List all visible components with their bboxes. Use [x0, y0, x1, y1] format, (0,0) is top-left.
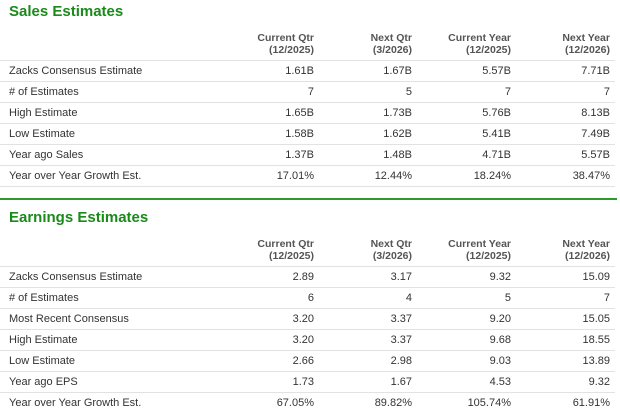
cell-value: 7 [504, 86, 511, 98]
row-divider [0, 144, 615, 145]
cell-value: 7 [603, 292, 610, 304]
cell-value: 4 [405, 292, 412, 304]
cell-value: 1.65B [285, 107, 314, 119]
cell-value: 9.32 [588, 376, 610, 388]
cell-value: 5 [405, 86, 412, 98]
section-title: Earnings Estimates [9, 209, 149, 226]
column-name: Current Year [448, 238, 511, 250]
cell-value: 1.67 [390, 376, 412, 388]
column-period: (3/2026) [372, 250, 412, 262]
cell-value: 1.58B [285, 128, 314, 140]
row-label: # of Estimates [9, 86, 79, 98]
column-name: Current Qtr [257, 32, 314, 44]
row-divider [0, 60, 615, 61]
cell-value: 2.98 [390, 355, 412, 367]
column-period: (12/2025) [466, 250, 511, 262]
cell-value: 15.05 [582, 313, 610, 325]
cell-value: 2.89 [292, 271, 314, 283]
cell-value: 105.74% [467, 397, 511, 409]
cell-value: 4.71B [482, 149, 511, 161]
row-label: Low Estimate [9, 128, 76, 140]
row-label: High Estimate [9, 334, 78, 346]
cell-value: 7 [603, 86, 610, 98]
cell-value: 1.37B [285, 149, 314, 161]
row-label: # of Estimates [9, 292, 79, 304]
cell-value: 38.47% [572, 170, 610, 182]
cell-value: 5 [504, 292, 511, 304]
row-divider [0, 123, 615, 124]
column-name: Next Year [562, 238, 610, 250]
row-label: Year ago EPS [9, 376, 78, 388]
cell-value: 18.55 [582, 334, 610, 346]
column-name: Next Qtr [370, 238, 412, 250]
cell-value: 17.01% [276, 170, 314, 182]
cell-value: 1.73 [292, 376, 314, 388]
cell-value: 7.71B [581, 65, 610, 77]
section-divider [0, 198, 617, 200]
column-period: (12/2026) [565, 44, 610, 56]
cell-value: 1.61B [285, 65, 314, 77]
cell-value: 15.09 [582, 271, 610, 283]
cell-value: 5.76B [482, 107, 511, 119]
section-title: Sales Estimates [9, 3, 124, 20]
column-name: Next Year [562, 32, 610, 44]
cell-value: 1.67B [383, 65, 412, 77]
cell-value: 12.44% [374, 170, 412, 182]
column-period: (12/2026) [565, 250, 610, 262]
row-divider [0, 350, 615, 351]
cell-value: 1.73B [383, 107, 412, 119]
row-label: High Estimate [9, 107, 78, 119]
row-divider [0, 392, 615, 393]
cell-value: 3.20 [292, 313, 314, 325]
row-label: Year ago Sales [9, 149, 84, 161]
cell-value: 13.89 [582, 355, 610, 367]
cell-value: 6 [307, 292, 314, 304]
column-name: Current Year [448, 32, 511, 44]
row-label: Zacks Consensus Estimate [9, 65, 143, 77]
cell-value: 9.20 [489, 313, 511, 325]
cell-value: 9.03 [489, 355, 511, 367]
cell-value: 9.68 [489, 334, 511, 346]
row-divider [0, 81, 615, 82]
column-name: Next Qtr [370, 32, 412, 44]
cell-value: 3.37 [390, 313, 412, 325]
column-period: (3/2026) [372, 44, 412, 56]
cell-value: 67.05% [276, 397, 314, 409]
row-divider [0, 371, 615, 372]
cell-value: 2.66 [292, 355, 314, 367]
row-label: Low Estimate [9, 355, 76, 367]
row-divider [0, 308, 615, 309]
row-divider [0, 102, 615, 103]
cell-value: 89.82% [374, 397, 412, 409]
cell-value: 3.17 [390, 271, 412, 283]
column-period: (12/2025) [269, 44, 314, 56]
cell-value: 1.62B [383, 128, 412, 140]
cell-value: 5.57B [581, 149, 610, 161]
row-divider [0, 186, 615, 187]
row-divider [0, 165, 615, 166]
cell-value: 9.32 [489, 271, 511, 283]
cell-value: 3.20 [292, 334, 314, 346]
cell-value: 8.13B [581, 107, 610, 119]
cell-value: 7.49B [581, 128, 610, 140]
cell-value: 5.41B [482, 128, 511, 140]
cell-value: 5.57B [482, 65, 511, 77]
cell-value: 61.91% [572, 397, 610, 409]
row-label: Zacks Consensus Estimate [9, 271, 143, 283]
cell-value: 1.48B [383, 149, 412, 161]
column-period: (12/2025) [269, 250, 314, 262]
column-period: (12/2025) [466, 44, 511, 56]
cell-value: 3.37 [390, 334, 412, 346]
cell-value: 18.24% [473, 170, 511, 182]
cell-value: 7 [307, 86, 314, 98]
row-divider [0, 266, 615, 267]
row-label: Year over Year Growth Est. [9, 397, 142, 409]
row-divider [0, 287, 615, 288]
row-divider [0, 329, 615, 330]
row-label: Most Recent Consensus [9, 313, 129, 325]
column-name: Current Qtr [257, 238, 314, 250]
row-label: Year over Year Growth Est. [9, 170, 142, 182]
cell-value: 4.53 [489, 376, 511, 388]
